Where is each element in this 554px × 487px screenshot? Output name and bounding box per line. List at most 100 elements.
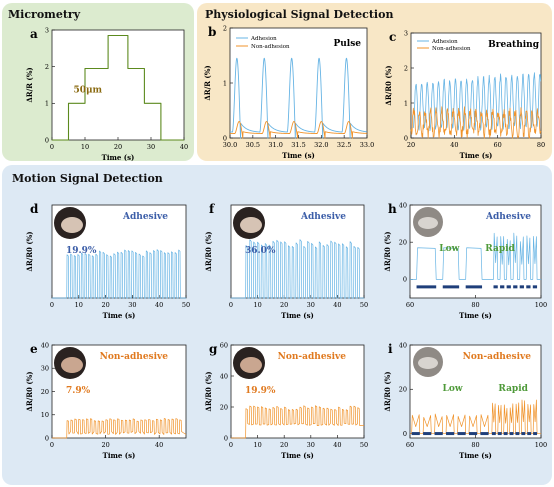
- c-panel-letter: c: [389, 30, 396, 44]
- i-panel-letter: i: [388, 342, 393, 356]
- i-phase-label-low: Low: [443, 384, 463, 394]
- c-xtick-label: 40: [450, 141, 458, 149]
- b-xtick-label: 33.0: [360, 141, 374, 149]
- e-xtick-label: 0: [50, 441, 54, 449]
- c-xaxis-label: Time (s): [460, 151, 493, 160]
- b-ytick-label: 0: [223, 134, 227, 142]
- f-xtick-label: 40: [333, 301, 341, 309]
- c-series-line-1: [410, 106, 542, 139]
- e-xtick-label: 20: [101, 441, 109, 449]
- g-ytick-label: 40: [220, 372, 228, 380]
- b-series-line-1: [229, 121, 367, 139]
- h-xtick-label: 80: [471, 301, 479, 309]
- b-ytick-label: 1: [223, 79, 227, 87]
- b-ytick-label: 2: [223, 24, 227, 32]
- d-xtick-label: 30: [128, 301, 136, 309]
- e-ytick-label: 40: [41, 341, 49, 349]
- b-series-line-0: [229, 57, 367, 139]
- b-xaxis-label: Time (s): [282, 151, 315, 160]
- a-annotation: 50μm: [73, 85, 102, 95]
- g-series-line: [231, 405, 365, 439]
- c-legend-label: Adhesion: [431, 39, 458, 45]
- g-xaxis-label: Time (s): [281, 451, 314, 460]
- motion-title: Motion Signal Detection: [12, 172, 163, 185]
- c-ytick-label: 2: [404, 64, 408, 72]
- g-xtick-label: 10: [253, 441, 261, 449]
- c-legend-label: Non-adhesion: [432, 46, 471, 52]
- e-photo-skin: [61, 357, 83, 373]
- b-panel-letter: b: [208, 25, 216, 39]
- b-yaxis-label: ΔR/R (%): [203, 65, 212, 100]
- e-series-line: [52, 418, 187, 439]
- f-xtick-label: 0: [229, 301, 233, 309]
- f-xtick-label: 30: [307, 301, 315, 309]
- d-xtick-label: 20: [101, 301, 109, 309]
- c-ytick-label: 0: [404, 134, 408, 142]
- d-xaxis-label: Time (s): [103, 311, 136, 320]
- i-series-line: [410, 399, 541, 434]
- g-panel-letter: g: [209, 342, 218, 356]
- h-series-line: [410, 232, 541, 280]
- g-xtick-label: 0: [229, 441, 233, 449]
- c-xtick-label: 60: [494, 141, 502, 149]
- a-xtick-label: 0: [50, 143, 54, 151]
- g-xtick-label: 40: [333, 441, 341, 449]
- a-xtick-label: 20: [114, 143, 122, 151]
- b-legend-label: Non-adhesion: [251, 44, 290, 50]
- e-xaxis-label: Time (s): [103, 451, 136, 460]
- h-phase-label-low: Low: [439, 244, 459, 254]
- i-ytick-label: 40: [399, 341, 407, 349]
- a-yaxis-label: ΔR/R (%): [25, 67, 34, 102]
- h-xtick-label: 60: [406, 301, 414, 309]
- f-panel-letter: f: [209, 202, 215, 216]
- i-xtick-label: 60: [406, 441, 414, 449]
- g-yaxis-label: ΔR/R0 (%): [204, 371, 213, 411]
- a-xaxis-label: Time (s): [102, 153, 135, 162]
- h-panel-letter: h: [388, 202, 397, 216]
- b-legend-label: Adhesion: [250, 36, 277, 42]
- f-xtick-label: 10: [253, 301, 261, 309]
- g-photo-skin: [240, 357, 262, 373]
- d-xtick-label: 10: [75, 301, 83, 309]
- f-photo-skin: [240, 217, 262, 233]
- g-ytick-label: 0: [224, 434, 228, 442]
- d-photo-skin: [61, 217, 83, 233]
- h-phase-label-rapid: Rapid: [485, 244, 515, 254]
- b-xtick-label: 32.5: [337, 141, 351, 149]
- c-ytick-label: 3: [404, 29, 408, 37]
- c-yaxis-label: ΔR/R0 (%): [384, 65, 393, 105]
- e-value-label: 7.9%: [66, 386, 91, 396]
- e-condition-label: Non-adhesive: [100, 352, 169, 362]
- d-yaxis-label: ΔR/R0 (%): [25, 231, 34, 271]
- d-panel-letter: d: [30, 202, 39, 216]
- i-xtick-label: 80: [471, 441, 479, 449]
- d-xtick-label: 50: [182, 301, 190, 309]
- a-xtick-label: 30: [147, 143, 155, 151]
- b-xtick-label: 32.0: [314, 141, 328, 149]
- e-yaxis-label: ΔR/R0 (%): [25, 371, 34, 411]
- h-photo-skin: [418, 217, 438, 229]
- c-xtick-label: 80: [537, 141, 545, 149]
- b-xtick-label: 30.5: [246, 141, 260, 149]
- f-yaxis-label: ΔR/R0 (%): [204, 231, 213, 271]
- i-photo-skin: [418, 357, 438, 369]
- h-xaxis-label: Time (s): [459, 311, 492, 320]
- b-title: Pulse: [333, 39, 361, 49]
- e-panel-letter: e: [30, 342, 38, 356]
- e-ytick-label: 10: [41, 411, 49, 419]
- e-xtick-label: 40: [155, 441, 163, 449]
- a-panel-letter: a: [30, 27, 38, 41]
- e-ytick-label: 0: [45, 434, 49, 442]
- h-ytick-label: 20: [399, 239, 407, 247]
- f-xaxis-label: Time (s): [281, 311, 314, 320]
- g-ytick-label: 60: [220, 341, 228, 349]
- f-series-line: [231, 239, 364, 299]
- a-xtick-label: 40: [180, 143, 188, 151]
- d-xtick-label: 40: [155, 301, 163, 309]
- h-ytick-label: 0: [403, 276, 407, 284]
- a-ytick-label: 0: [45, 136, 49, 144]
- g-xtick-label: 30: [307, 441, 315, 449]
- c-title: Breathing: [488, 40, 540, 50]
- a-plot-area: [51, 29, 185, 141]
